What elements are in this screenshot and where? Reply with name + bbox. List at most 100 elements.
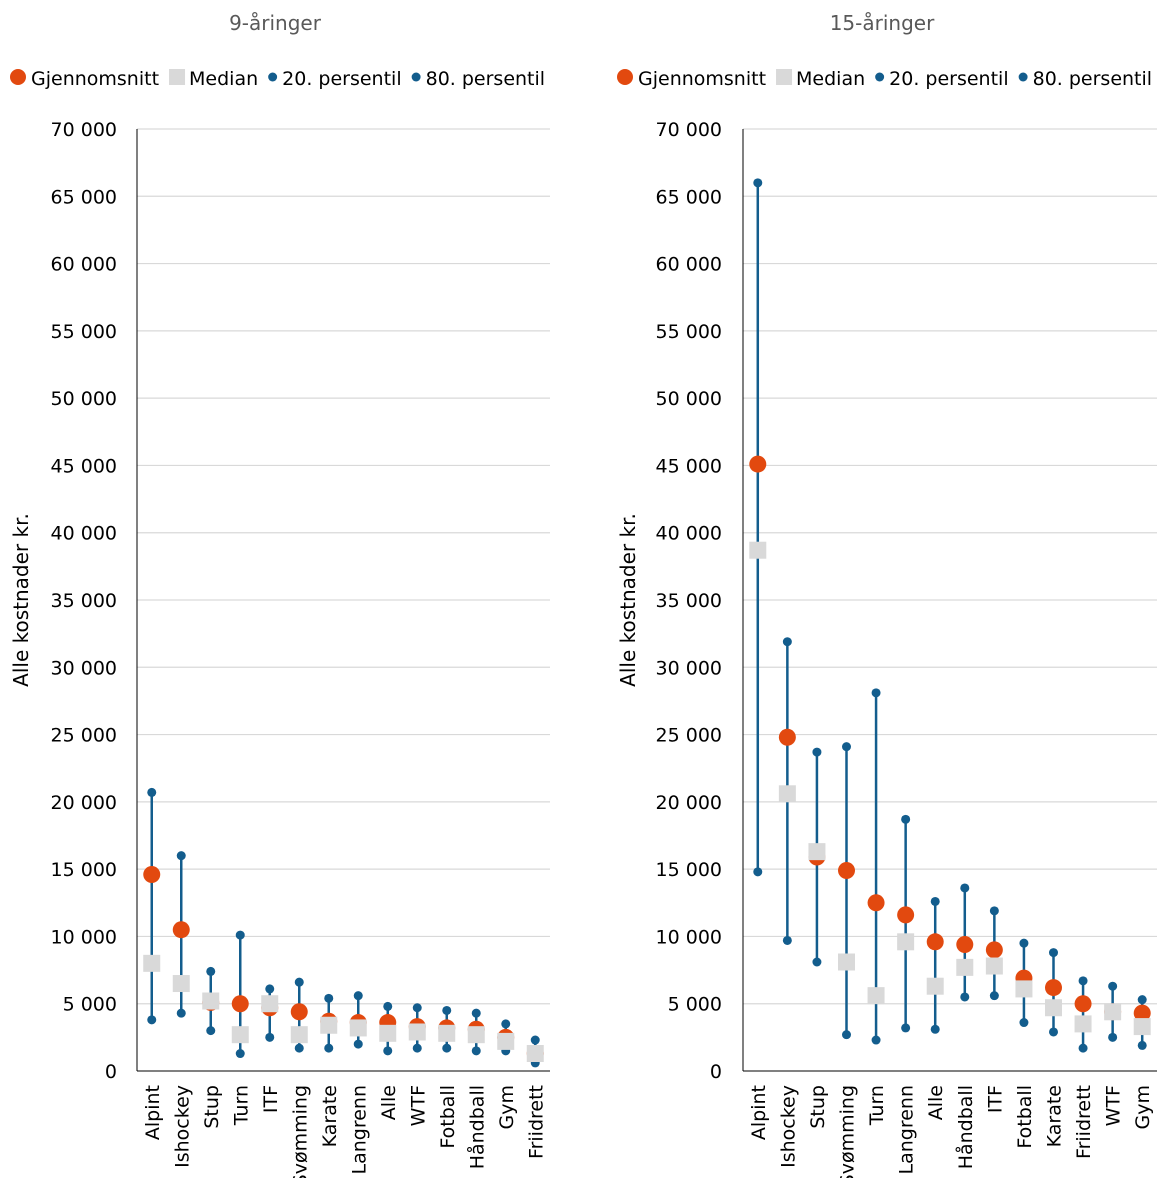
legend-label: Median (189, 68, 258, 90)
x-tick-label: Friidrett (525, 1085, 547, 1159)
category-group: ITF (260, 984, 282, 1113)
category-group: Alle (378, 1001, 400, 1120)
legend: Gjennomsnitt Median 20. persentil 80. perse… (617, 68, 1152, 90)
x-tick-label: Alle (925, 1085, 947, 1120)
category-group: Håndball (465, 1008, 488, 1169)
legend-marker (169, 69, 186, 85)
p80-point (753, 178, 763, 188)
p20-point (442, 1043, 452, 1053)
x-tick-label: WTF (407, 1085, 429, 1126)
x-tick-label: Turn (866, 1085, 888, 1126)
median-point (838, 953, 855, 971)
y-tick-label: 30 000 (51, 657, 117, 679)
x-tick-label: Gym (496, 1085, 518, 1129)
category-group: Langrenn (348, 991, 370, 1175)
x-tick-label: Alpint (748, 1085, 770, 1140)
p80-point (206, 966, 216, 976)
median-point (320, 1016, 338, 1034)
p80-point (901, 814, 911, 824)
legend-marker (10, 69, 26, 85)
legend: Gjennomsnitt Median 20. persentil 80. perse… (10, 68, 545, 90)
category-group: Håndball (954, 883, 977, 1169)
category-group: Karate (319, 993, 341, 1147)
category-group: Alpint (142, 787, 164, 1140)
x-tick-label: Svømming (289, 1085, 311, 1178)
x-tick-label: Stup (807, 1085, 829, 1129)
legend-label: Median (796, 68, 865, 90)
x-tick-label: WTF (1103, 1085, 1125, 1126)
x-tick-label: Langrenn (348, 1085, 370, 1175)
y-axis-label: Alle kostnader kr. (616, 513, 640, 687)
median-point (438, 1024, 456, 1042)
y-tick-label: 20 000 (656, 792, 722, 814)
median-point (926, 977, 944, 995)
x-tick-label: Håndball (465, 1085, 488, 1169)
p80-point (1137, 995, 1147, 1005)
median-point (985, 957, 1003, 975)
p20-point (842, 1030, 851, 1040)
x-tick-label: Ishockey (171, 1085, 193, 1168)
p20-point (989, 991, 999, 1001)
legend-item: 20. persentil (875, 68, 1009, 90)
y-tick-label: 40 000 (656, 523, 722, 545)
y-tick-label: 55 000 (656, 321, 722, 343)
median-point (1133, 1018, 1151, 1036)
p80-point (383, 1001, 393, 1011)
y-tick-label: 30 000 (656, 657, 722, 679)
chart-title: 9-åringer (229, 11, 322, 35)
category-group: Fotball (1014, 938, 1036, 1149)
legend-label: 80. persentil (1033, 68, 1152, 90)
p20-point (147, 1015, 157, 1025)
median-point (1104, 1003, 1122, 1021)
x-tick-label: Svømming (837, 1085, 859, 1178)
mean-point (290, 1003, 308, 1021)
legend-label: Gjennomsnitt (31, 68, 159, 90)
p80-point (782, 637, 792, 647)
category-group: Svømming (289, 977, 311, 1182)
p20-point (412, 1043, 422, 1053)
x-tick-label: Fotball (1014, 1085, 1036, 1149)
p80-point (324, 993, 334, 1003)
p20-point (782, 935, 792, 945)
y-tick-label: 70 000 (51, 119, 117, 141)
x-tick-label: Karate (319, 1085, 341, 1147)
y-tick-label: 70 000 (656, 119, 722, 141)
y-tick-label: 50 000 (656, 388, 722, 410)
mean-point (1045, 979, 1062, 997)
y-tick-label: 10 000 (656, 926, 722, 948)
p80-point (1108, 981, 1118, 991)
mean-point (172, 921, 190, 939)
p20-point (753, 867, 763, 877)
legend-label: Gjennomsnitt (638, 68, 766, 90)
legend-item: Gjennomsnitt (617, 68, 766, 90)
p20-point (901, 1023, 911, 1033)
p80-point (1049, 948, 1058, 958)
p80-point (989, 906, 999, 916)
x-tick-label: Alle (378, 1085, 400, 1120)
median-point (467, 1026, 485, 1044)
p80-point (812, 747, 822, 757)
p80-point (471, 1008, 481, 1018)
mean-point (749, 455, 767, 473)
legend-item: Gjennomsnitt (10, 68, 159, 90)
y-tick-label: 60 000 (51, 254, 117, 276)
legend-item: 80. persentil (1018, 68, 1152, 90)
mean-point (956, 936, 974, 954)
category-group: Alle (925, 896, 947, 1120)
p80-point (1019, 938, 1029, 948)
p80-point (176, 851, 186, 861)
x-tick-label: Langrenn (896, 1085, 918, 1175)
y-tick-label: 65 000 (656, 186, 722, 208)
median-point (956, 958, 974, 976)
category-group: Fotball (437, 1005, 459, 1149)
category-group: Gym (1132, 995, 1154, 1129)
median-point (408, 1023, 426, 1041)
mean-point (985, 941, 1003, 959)
legend-marker (875, 72, 885, 82)
x-tick-label: Ishockey (777, 1085, 799, 1168)
median-point (290, 1026, 308, 1044)
legend-item: 80. persentil (411, 68, 545, 90)
category-group: Karate (1044, 948, 1066, 1147)
x-tick-label: Fotball (437, 1085, 459, 1149)
